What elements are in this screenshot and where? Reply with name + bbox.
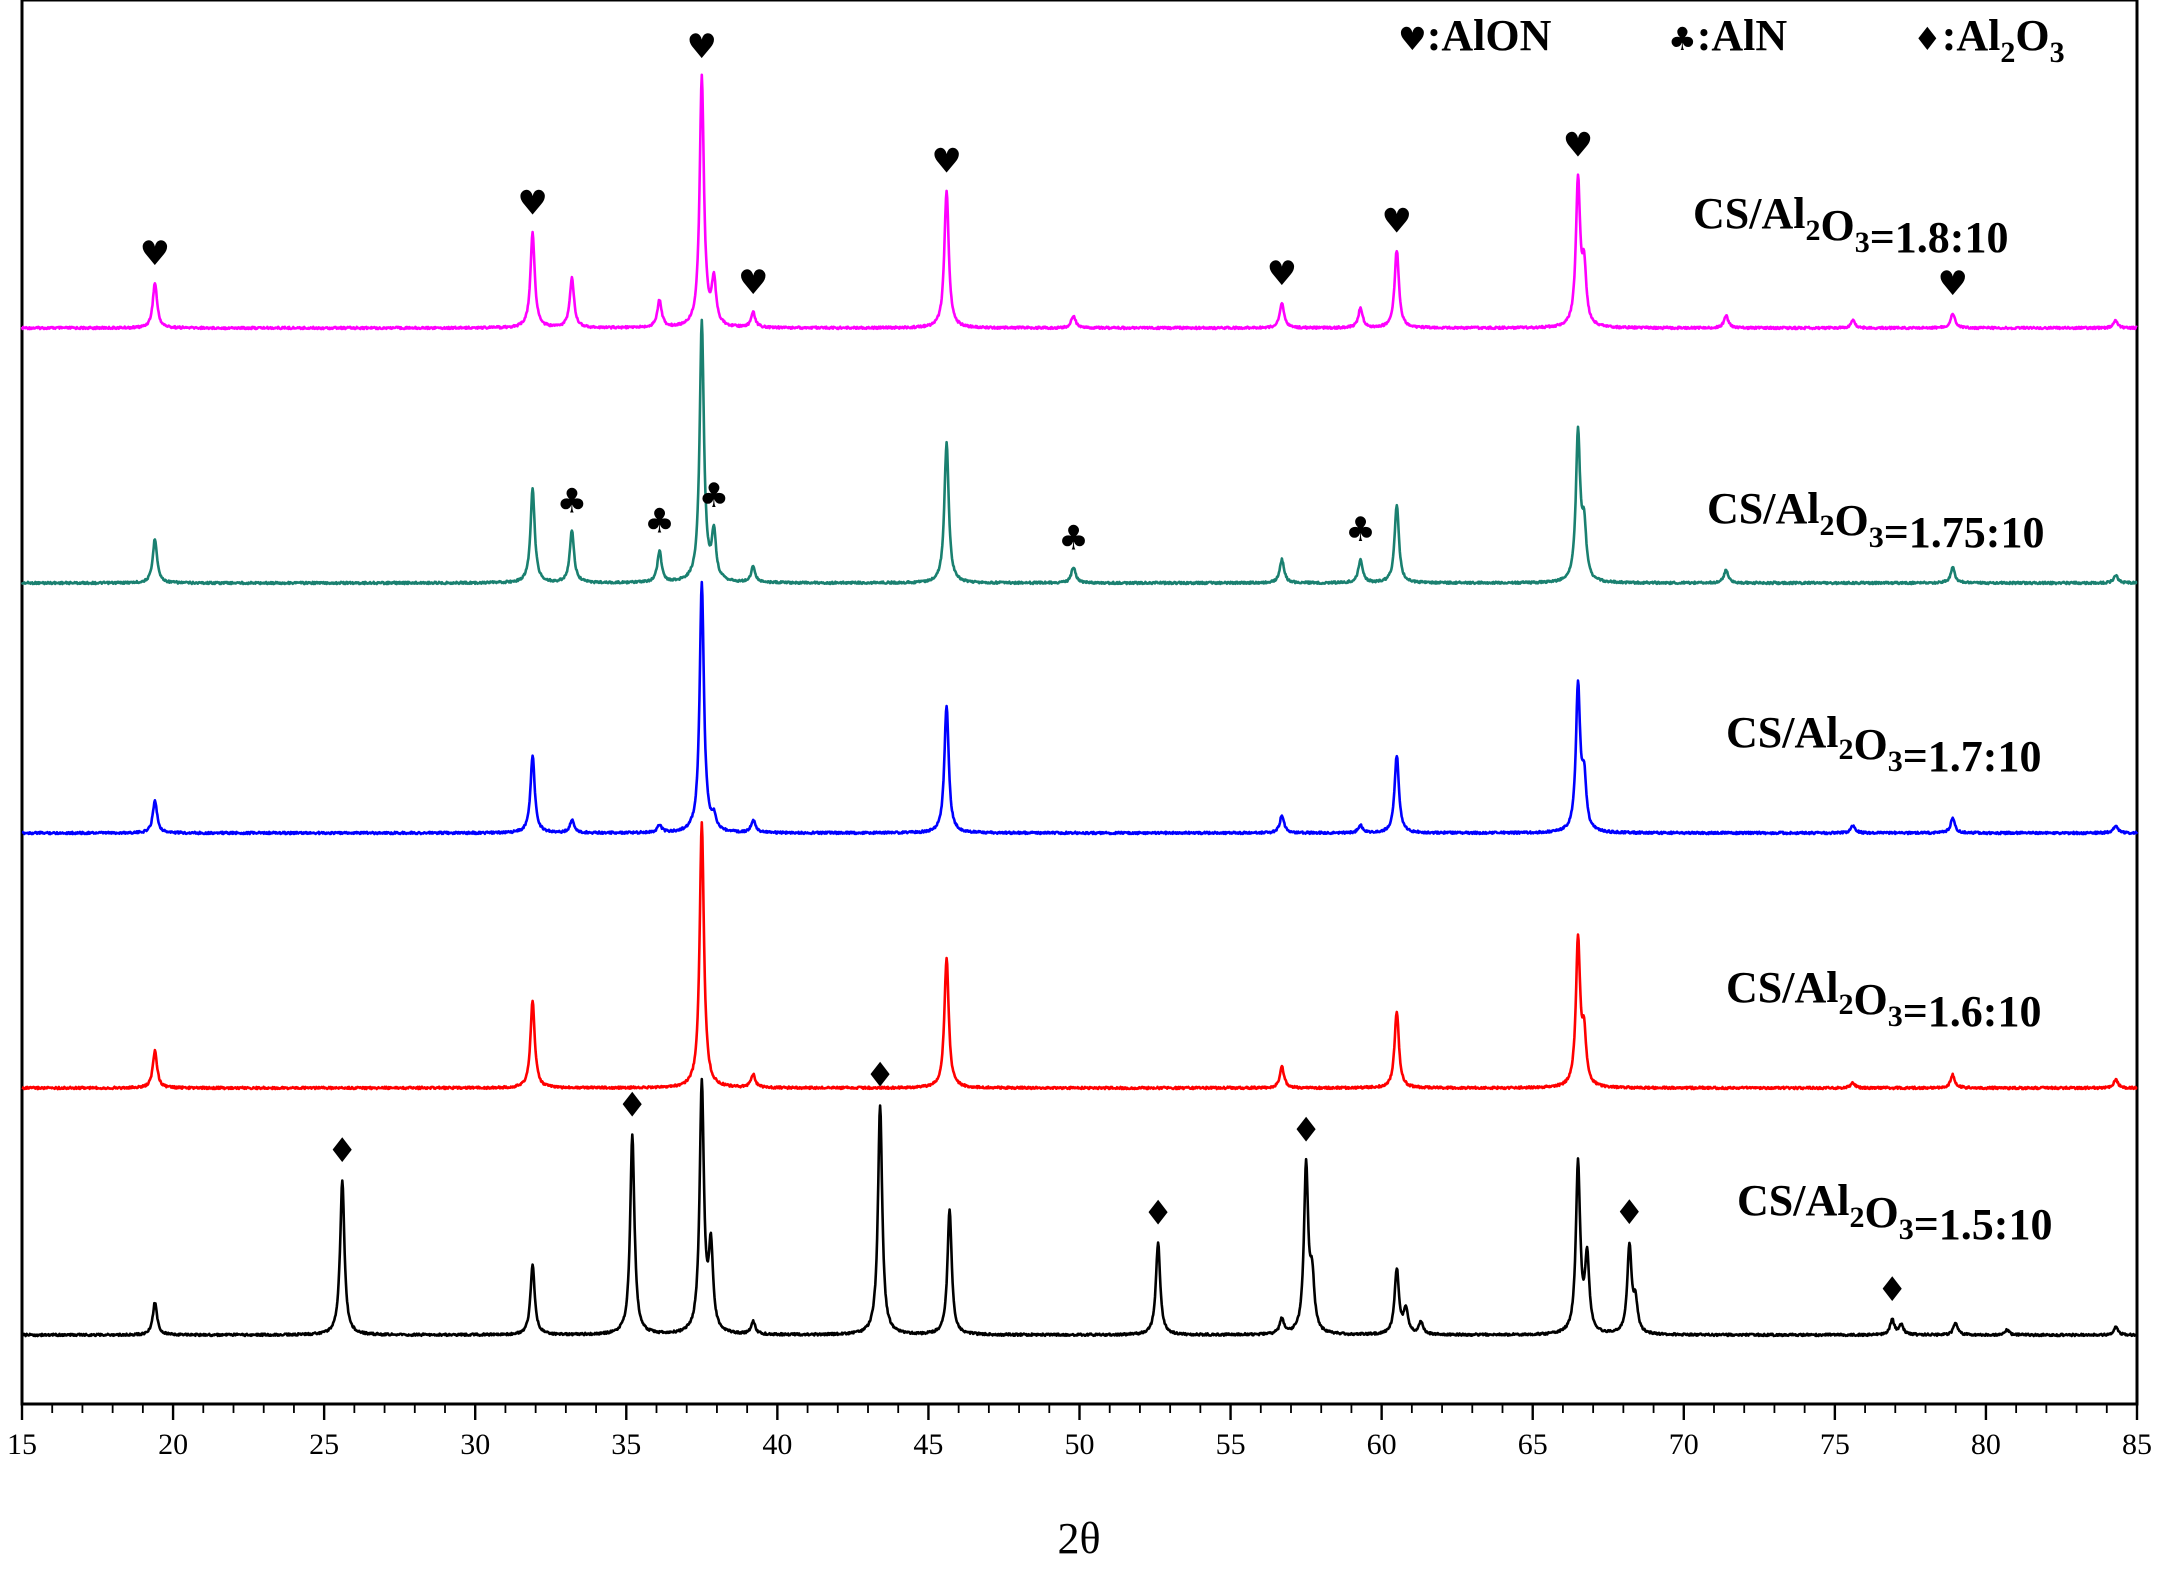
x-tick-label: 85 [2122, 1428, 2152, 1461]
phase-marker: ♥ [1267, 254, 1297, 294]
phase-marker: ♦ [865, 1056, 895, 1096]
series-label-layer: CS/Al2O3=1.8:10 CS/Al2O3=1.75:10 CS/Al2O3=… [1693, 189, 2052, 1249]
x-axis-title: 2θ [1057, 1514, 1100, 1563]
series-line-5 [20, 1077, 2138, 1338]
x-tick-label: 25 [309, 1428, 339, 1461]
phase-marker: ♥ [517, 184, 547, 224]
x-tick-label: 40 [762, 1428, 792, 1461]
series-label-4: CS/Al2O3=1.6:10 [1726, 963, 2041, 1036]
x-tick-label: 75 [1820, 1428, 1850, 1461]
x-tick-label: 20 [158, 1428, 188, 1461]
x-tick-label: 35 [611, 1428, 641, 1461]
phase-marker: ♥ [738, 263, 768, 303]
phase-marker: ♣ [1345, 510, 1375, 550]
phase-marker: ♥ [1937, 264, 1967, 304]
phase-marker: ♥ [140, 234, 170, 274]
phase-marker: ♣ [1058, 518, 1088, 558]
phase-marker: ♣ [699, 476, 729, 516]
series-line-1 [20, 73, 2138, 331]
x-tick-label: 70 [1669, 1428, 1699, 1461]
x-tick-label: 80 [1971, 1428, 2001, 1461]
marker-layer: ♥ ♥ ♥ ♥ ♥ ♥ ♥ ♥ ♥ ♣ ♣ ♣ ♣ ♣ ♦ ♦ ♦ ♦ ♦ ♦ ♦ [140, 27, 1968, 1310]
phase-marker: ♦ [1291, 1111, 1321, 1151]
legend-entry-3: ♦:Al2O3 [1913, 11, 2065, 69]
x-tick-label: 15 [7, 1428, 37, 1461]
phase-marker: ♥ [1563, 126, 1593, 166]
x-tick-label: 45 [913, 1428, 943, 1461]
series-label-1: CS/Al2O3=1.8:10 [1693, 189, 2008, 262]
series-label-2: CS/Al2O3=1.75:10 [1707, 484, 2044, 557]
phase-marker: ♥ [687, 27, 717, 67]
legend-entry-1: ♥:AlON [1398, 11, 1552, 60]
series-line-3 [21, 580, 2139, 836]
phase-marker: ♦ [1614, 1193, 1644, 1233]
series-layer [20, 73, 2139, 1338]
x-tick-label: 55 [1216, 1428, 1246, 1461]
x-tick-label: 50 [1065, 1428, 1095, 1461]
phase-marker: ♥ [931, 141, 961, 181]
phase-marker: ♥ [1382, 201, 1412, 241]
x-tick-label: 60 [1367, 1428, 1397, 1461]
phase-marker: ♦ [617, 1086, 647, 1126]
series-line-4 [21, 821, 2138, 1091]
series-line-2 [20, 318, 2138, 586]
phase-marker: ♦ [327, 1131, 357, 1171]
legend: ♥:AlON ♣:AlN ♦:Al2O3 [1398, 11, 2065, 69]
phase-marker: ♣ [644, 502, 674, 542]
series-label-5: CS/Al2O3=1.5:10 [1737, 1176, 2052, 1249]
series-label-3: CS/Al2O3=1.7:10 [1726, 708, 2041, 781]
phase-marker: ♦ [1143, 1193, 1173, 1233]
x-tick-label: 65 [1518, 1428, 1548, 1461]
legend-entry-2: ♣:AlN [1668, 11, 1787, 60]
x-tick-label: 30 [460, 1428, 490, 1461]
phase-marker: ♣ [557, 481, 587, 521]
phase-marker: ♦ [1877, 1270, 1907, 1310]
x-axis: 15 20 25 30 35 40 45 50 55 60 65 70 75 80 85 [7, 1404, 2152, 1461]
